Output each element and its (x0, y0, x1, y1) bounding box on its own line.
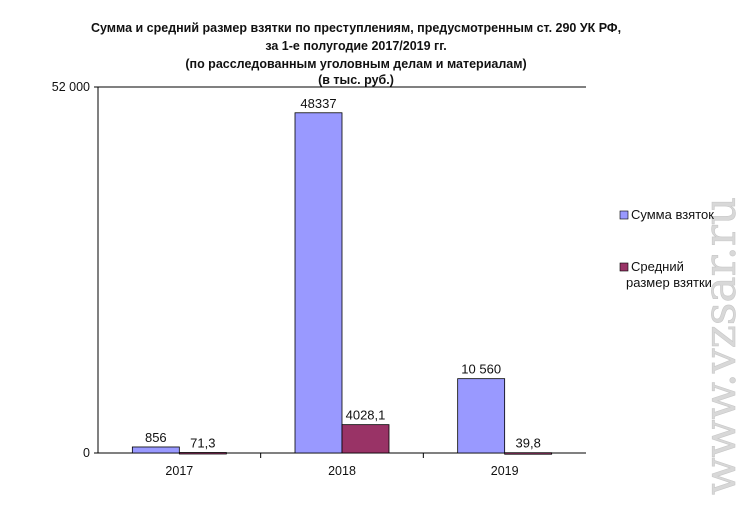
y-tick-label: 52 000 (52, 80, 90, 94)
bar-sum-2019 (457, 378, 506, 454)
title-line-2: за 1-е полугодие 2017/2019 гг. (265, 39, 446, 53)
legend-swatch-avg (619, 262, 629, 272)
x-tick-label: 2018 (328, 464, 356, 478)
legend: Сумма взяток Средний размер взятки (619, 207, 714, 290)
legend-label-sum: Сумма взяток (631, 207, 714, 222)
watermark-text: www.vzsar.ru (695, 197, 746, 495)
data-label: 39,8 (516, 436, 541, 451)
x-tick-label: 2017 (165, 464, 193, 478)
bar-sum-2017 (131, 446, 180, 454)
data-label: 4028,1 (346, 408, 386, 423)
bar-avg-2018 (341, 424, 390, 454)
title-line-4: (в тыс. руб.) (318, 73, 394, 87)
bar-avg-2017 (178, 452, 227, 455)
watermark: www.vzsar.ru (695, 197, 747, 496)
bar-avg-2019 (504, 452, 553, 455)
x-tick-label: 2019 (491, 464, 519, 478)
bar-sum-2018 (294, 112, 343, 454)
legend-swatch-sum (619, 210, 629, 220)
title-line-1: Сумма и средний размер взятки по преступ… (91, 21, 621, 35)
title-line-3: (по расследованным уголовным делам и мат… (185, 57, 526, 71)
legend-label-avg-line1: Средний (631, 259, 684, 274)
y-tick-label: 0 (83, 446, 90, 460)
legend-label-avg-line2: размер взятки (626, 275, 712, 290)
data-label: 48337 (300, 96, 336, 111)
data-label: 10 560 (461, 362, 501, 377)
chart-title: Сумма и средний размер взятки по преступ… (91, 21, 621, 87)
data-label: 71,3 (190, 435, 215, 450)
bars: 856 71,3 48337 4028,1 10 560 39,8 (131, 96, 553, 455)
data-label: 856 (145, 430, 167, 445)
